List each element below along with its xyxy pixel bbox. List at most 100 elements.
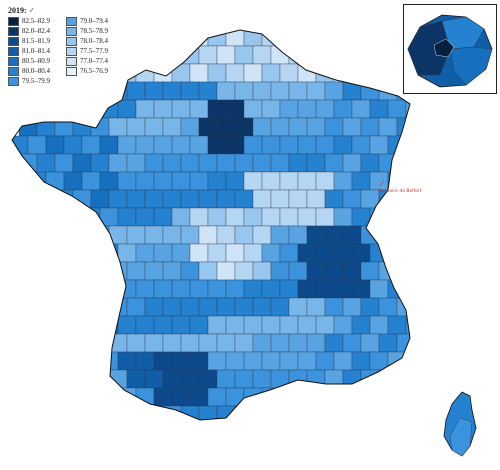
department-cell <box>324 153 344 173</box>
department-cell <box>10 424 28 442</box>
department-cell <box>252 189 272 209</box>
department-cell <box>135 63 155 83</box>
department-cell <box>162 333 182 353</box>
department-cell <box>351 315 371 335</box>
department-cell <box>324 333 344 353</box>
department-cell <box>12 279 29 299</box>
department-cell <box>45 315 65 335</box>
department-cell <box>415 226 433 244</box>
department-cell <box>126 225 146 245</box>
department-cell <box>333 279 353 299</box>
department-cell <box>72 225 92 245</box>
department-cell <box>297 30 317 47</box>
department-cell <box>180 45 200 65</box>
department-cell <box>72 261 92 281</box>
department-cell <box>306 153 326 173</box>
department-cell <box>12 351 29 371</box>
department-cell <box>280 424 298 442</box>
department-cell <box>342 153 362 173</box>
department-cell <box>378 297 398 317</box>
department-cell <box>207 99 227 119</box>
department-cell <box>216 45 236 65</box>
department-cell <box>180 261 200 281</box>
department-cell <box>243 171 263 191</box>
department-cell <box>81 99 101 119</box>
department-cell <box>351 63 371 83</box>
department-cell <box>288 297 308 317</box>
department-cell <box>208 424 226 442</box>
department-cell <box>225 279 245 299</box>
department-cell <box>415 118 433 136</box>
department-cell <box>342 225 362 245</box>
department-cell <box>261 135 281 155</box>
department-cell <box>315 387 335 407</box>
department-cell <box>351 243 371 263</box>
department-cell <box>369 207 389 227</box>
legend-label: 81.5–81.9 <box>22 37 50 46</box>
department-cell <box>117 207 137 227</box>
department-cell <box>270 225 290 245</box>
department-cell <box>360 297 380 317</box>
department-cell <box>81 315 101 335</box>
legend-swatch <box>66 57 77 66</box>
department-cell <box>270 261 290 281</box>
department-cell <box>216 81 236 101</box>
department-cell <box>360 333 380 353</box>
department-cell <box>387 279 407 299</box>
department-cell <box>207 279 227 299</box>
legend: 2019: ♂ 82.5–82.9 82.0–82.4 81.5–81.9 81.0–… <box>8 6 138 86</box>
department-cell <box>405 243 410 263</box>
department-cell <box>234 297 254 317</box>
department-cell <box>342 261 362 281</box>
department-cell <box>189 135 209 155</box>
legend-label: 80.0–80.4 <box>22 67 50 76</box>
department-cell <box>36 225 56 245</box>
department-cell <box>54 117 74 137</box>
department-cell <box>342 189 362 209</box>
department-cell <box>415 298 433 316</box>
department-cell <box>135 30 155 47</box>
department-cell <box>234 405 254 420</box>
department-cell <box>369 387 389 407</box>
department-cell <box>306 225 326 245</box>
legend-entry: 80.0–80.4 <box>8 67 50 76</box>
department-cell <box>378 117 398 137</box>
department-cell <box>405 207 410 227</box>
department-cell <box>378 153 398 173</box>
legend-swatch <box>8 67 19 76</box>
department-cell <box>234 261 254 281</box>
department-cell <box>369 171 389 191</box>
department-cell <box>225 99 245 119</box>
department-cell <box>72 333 92 353</box>
department-cell <box>90 189 110 209</box>
department-cell <box>162 297 182 317</box>
department-cell <box>180 189 200 209</box>
department-cell <box>369 315 389 335</box>
department-cell <box>234 117 254 137</box>
department-cell <box>135 387 155 407</box>
department-cell <box>163 442 181 460</box>
department-cell <box>315 63 335 83</box>
department-cell <box>171 99 191 119</box>
department-cell <box>90 405 110 420</box>
department-cell <box>387 387 407 407</box>
legend-label: 82.0–82.4 <box>22 27 50 36</box>
department-cell <box>306 297 326 317</box>
department-cell <box>252 261 272 281</box>
department-cell <box>153 315 173 335</box>
department-cell <box>171 279 191 299</box>
department-cell <box>288 405 308 420</box>
department-cell <box>189 171 209 191</box>
department-cell <box>234 369 254 389</box>
department-cell <box>189 387 209 407</box>
department-cell <box>306 333 326 353</box>
department-cell <box>234 225 254 245</box>
department-cell <box>189 207 209 227</box>
legend-title: 2019: ♂ <box>8 6 35 15</box>
department-cell <box>126 117 146 137</box>
department-cell <box>243 99 263 119</box>
department-cell <box>279 171 299 191</box>
department-cell <box>72 405 92 420</box>
department-cell <box>54 333 74 353</box>
department-cell <box>63 315 83 335</box>
